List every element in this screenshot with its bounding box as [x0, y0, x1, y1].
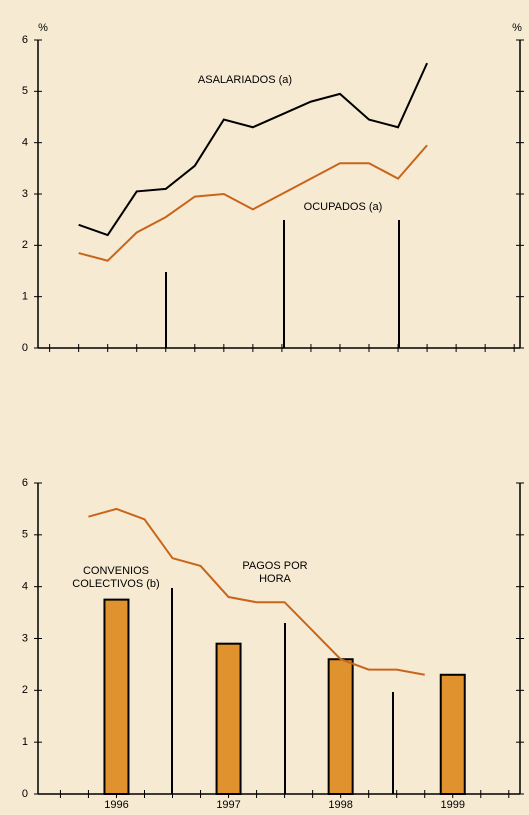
y-tick-label: 0 [22, 342, 28, 354]
x-tick-label: 1996 [104, 799, 128, 811]
line-series [78, 62, 428, 237]
y-tick-label: 2 [22, 684, 28, 696]
x-tick-label: 1997 [216, 799, 240, 811]
series-label: PAGOS POR HORA [242, 560, 308, 585]
y-tick-label: 3 [22, 188, 28, 200]
y-tick-label: 4 [22, 137, 28, 149]
y-tick-label: 4 [22, 581, 28, 593]
series-label: OCUPADOS (a) [304, 201, 383, 213]
y-tick-label: 1 [22, 291, 28, 303]
bar [215, 642, 242, 796]
y-tick-label: 6 [22, 34, 28, 46]
separators [165, 220, 400, 794]
x-tick-label: 1998 [328, 799, 352, 811]
series-label: ASALARIADOS (a) [198, 74, 292, 86]
y-tick-label: 3 [22, 632, 28, 644]
bar [439, 673, 466, 795]
y-tick-label: 5 [22, 529, 28, 541]
y-tick-label: 1 [22, 736, 28, 748]
y-unit: % [38, 22, 48, 34]
y-tick-label: 6 [22, 477, 28, 489]
y-tick-label: 2 [22, 239, 28, 251]
line-series [78, 144, 428, 262]
x-tick-label: 1999 [441, 799, 465, 811]
y-tick-label: 5 [22, 85, 28, 97]
bar [327, 658, 354, 795]
line-series [88, 507, 425, 676]
bar [103, 598, 130, 795]
y-unit-right: % [512, 22, 522, 34]
series-label: CONVENIOS COLECTIVOS (b) [72, 565, 160, 590]
y-tick-label: 0 [22, 788, 28, 800]
